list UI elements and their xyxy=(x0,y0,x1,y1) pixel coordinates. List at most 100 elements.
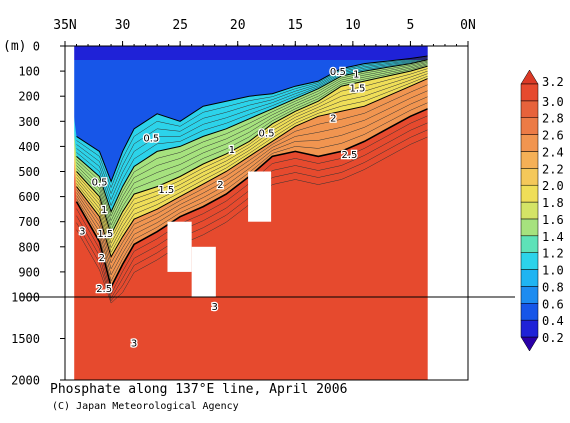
y-tick-label: 2000 xyxy=(11,374,40,388)
contour-label: 1 xyxy=(229,145,235,156)
contour-label: 0.5 xyxy=(92,178,108,189)
contour-minor xyxy=(76,84,428,264)
contour-label: 2 xyxy=(330,114,336,125)
contour-minor xyxy=(76,68,428,240)
colorbar-label: 1.0 xyxy=(542,264,564,278)
field-band-depth_of_0.5 xyxy=(65,46,468,182)
colorbar: 0.2 0.4 0.6 0.8 1.0 1.2 1.4 1.6 1.8 2.0 2.2 2.4 2.6 2… xyxy=(520,69,564,352)
colorbar-swatch xyxy=(520,218,539,237)
colorbar-swatch xyxy=(520,269,539,287)
contour-minor xyxy=(76,136,428,304)
plot-frame xyxy=(64,45,469,381)
contour-minor xyxy=(76,58,428,207)
x-axis: 35N 30 25 20 15 10 5 0N xyxy=(53,18,476,46)
colorbar-label: 0.2 xyxy=(542,331,564,345)
x-tick-label: 0N xyxy=(460,18,476,33)
x-tick-label: 10 xyxy=(345,18,361,33)
colorbar-swatch xyxy=(520,184,539,203)
colorbar-over-triangle xyxy=(520,69,539,85)
y-tick-label: 500 xyxy=(18,165,40,179)
contour-minor xyxy=(76,122,428,299)
y-tick-label: 600 xyxy=(18,190,40,204)
contour-label: 1.5 xyxy=(158,185,174,196)
y-tick-label: 800 xyxy=(18,240,40,254)
colorbar-label: 2.8 xyxy=(542,112,564,126)
y-tick-label: 1000 xyxy=(11,291,40,305)
contour-minor xyxy=(76,90,428,270)
colorbar-under-triangle xyxy=(520,336,539,352)
colorbar-swatch xyxy=(520,235,539,253)
contour-label: 2 xyxy=(217,180,223,191)
y-axis-label: (m) xyxy=(3,39,26,54)
contour-minor xyxy=(76,64,428,231)
missing-data-area xyxy=(167,221,192,272)
contour-label: 2 xyxy=(99,253,105,264)
chart-title: Phosphate along 137°E line, April 2006 xyxy=(50,382,348,397)
contour-minor xyxy=(76,57,428,195)
missing-data-area xyxy=(427,46,468,380)
contour-depth_of_2.5 xyxy=(75,108,429,290)
colorbar-label: 0.8 xyxy=(542,280,564,294)
colorbar-label: 2.2 xyxy=(542,162,564,176)
contour-minor xyxy=(76,73,428,249)
colorbar-label: 3.0 xyxy=(542,95,564,109)
missing-data-area xyxy=(65,46,75,380)
contour-minor xyxy=(76,63,428,226)
field-band-surface xyxy=(65,46,468,60)
y-tick-label: 100 xyxy=(18,65,40,79)
colorbar-label: 1.8 xyxy=(542,196,564,210)
y-tick-label: 200 xyxy=(18,90,40,104)
contour-label: 3 xyxy=(131,339,137,350)
colorbar-swatch xyxy=(520,319,539,338)
colorbar-swatch xyxy=(520,168,539,186)
missing-data-area xyxy=(248,171,272,222)
contour-label: 2.5 xyxy=(96,284,112,295)
y-axis: 0 100 200 300 400 500 600 700 800 900 1000 1500 2000 xyxy=(11,40,65,388)
colorbar-swatch xyxy=(520,252,539,270)
contour-minor xyxy=(76,75,428,253)
contour-label: 1 xyxy=(101,205,107,216)
contour-label: 0.5 xyxy=(330,67,346,78)
colorbar-label: 2.6 xyxy=(542,129,564,143)
x-tick-label: 35N xyxy=(53,18,76,33)
colorbar-swatch xyxy=(520,134,539,152)
x-tick-label: 15 xyxy=(287,18,303,33)
contour-label: 1.5 xyxy=(350,83,366,94)
colorbar-swatch xyxy=(520,100,539,118)
contour-label: 0.5 xyxy=(143,134,159,145)
colorbar-label: 1.4 xyxy=(542,230,564,244)
contour-lines xyxy=(75,55,429,304)
colorbar-label: 1.2 xyxy=(542,247,564,261)
missing-data-area xyxy=(191,246,216,297)
x-tick-label: 25 xyxy=(172,18,188,33)
contour-minor xyxy=(76,56,428,189)
y-tick-label: 300 xyxy=(18,115,40,129)
contour-minor xyxy=(76,70,428,244)
colorbar-swatch xyxy=(520,83,539,102)
x-tick-label: 30 xyxy=(115,18,131,33)
colorbar-swatch xyxy=(520,303,539,321)
contour-label: 3 xyxy=(79,226,85,237)
colorbar-label: 1.6 xyxy=(542,213,564,227)
y-tick-label: 1500 xyxy=(11,332,40,346)
contour-minor xyxy=(76,102,428,282)
y-tick-label: 900 xyxy=(18,265,40,279)
contour-minor xyxy=(76,96,428,276)
missing-data-masks xyxy=(65,46,468,380)
contour-label: 3 xyxy=(211,302,217,313)
colorbar-label: 2.4 xyxy=(542,145,564,159)
contour-depth_of_1.5 xyxy=(76,65,428,236)
contour-minor xyxy=(76,58,428,201)
contour-label: 1.5 xyxy=(97,229,113,240)
y-tick-label: 400 xyxy=(18,140,40,154)
x-tick-label: 5 xyxy=(407,18,415,33)
colorbar-label: 0.4 xyxy=(542,314,564,328)
colorbar-label: 3.2 xyxy=(542,75,564,89)
colorbar-label: 0.6 xyxy=(542,297,564,311)
contour-depth_of_1.0 xyxy=(76,59,428,214)
contour-label: 1 xyxy=(353,70,359,81)
colorbar-label: 2.0 xyxy=(542,179,564,193)
contour-labels: 0.5 1 1.5 2 2.5 0.5 1 0.5 1.5 2 0.5 1 1.5 2 2.5 3 3 3 xyxy=(78,66,367,351)
contour-label: 0.5 xyxy=(259,129,275,140)
y-tick-label: 0 xyxy=(33,40,40,54)
